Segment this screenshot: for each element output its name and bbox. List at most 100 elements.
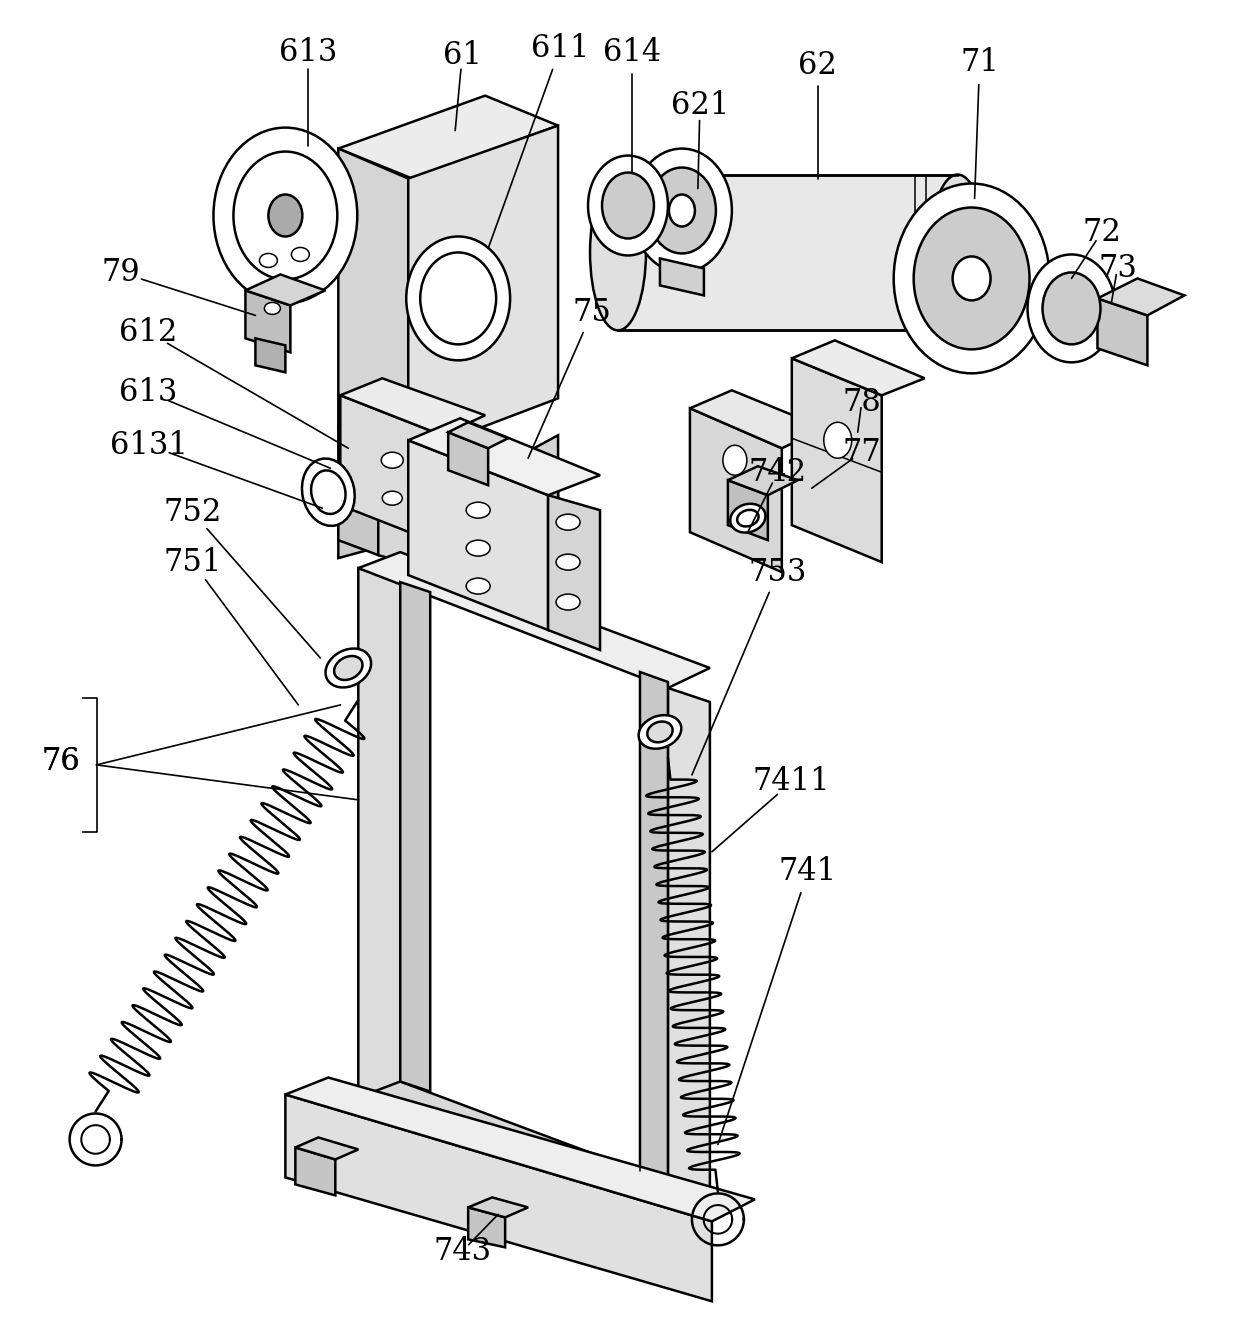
Polygon shape	[508, 436, 558, 572]
Ellipse shape	[556, 554, 580, 570]
Polygon shape	[295, 1138, 358, 1159]
Text: 612: 612	[119, 317, 177, 348]
Ellipse shape	[952, 256, 991, 301]
Polygon shape	[358, 568, 401, 1114]
Ellipse shape	[823, 422, 852, 458]
Ellipse shape	[556, 515, 580, 531]
Ellipse shape	[381, 453, 403, 469]
Polygon shape	[339, 95, 558, 178]
Text: 75: 75	[573, 297, 611, 327]
Text: 6131: 6131	[109, 430, 187, 461]
Text: 751: 751	[164, 546, 222, 578]
Ellipse shape	[723, 445, 746, 475]
Polygon shape	[408, 418, 600, 495]
Text: 79: 79	[102, 257, 140, 288]
Ellipse shape	[668, 194, 694, 227]
Ellipse shape	[556, 594, 580, 610]
Polygon shape	[469, 1197, 528, 1217]
Text: 72: 72	[1083, 216, 1121, 248]
Ellipse shape	[259, 253, 278, 268]
Polygon shape	[246, 290, 290, 352]
Polygon shape	[469, 1208, 505, 1247]
Text: 77: 77	[842, 437, 882, 467]
Text: 76: 76	[41, 746, 81, 777]
Polygon shape	[358, 1081, 709, 1197]
Polygon shape	[792, 358, 882, 562]
Polygon shape	[339, 425, 378, 556]
Ellipse shape	[603, 173, 653, 239]
Text: 78: 78	[842, 387, 882, 418]
Ellipse shape	[466, 502, 490, 519]
Text: 743: 743	[433, 1236, 491, 1267]
Ellipse shape	[588, 156, 668, 256]
Polygon shape	[378, 441, 425, 568]
Ellipse shape	[730, 504, 765, 532]
Polygon shape	[448, 432, 489, 486]
Text: 741: 741	[779, 857, 837, 887]
Polygon shape	[358, 552, 709, 688]
Ellipse shape	[420, 252, 496, 345]
Polygon shape	[689, 391, 825, 449]
Polygon shape	[728, 480, 768, 540]
Polygon shape	[255, 338, 285, 372]
Ellipse shape	[326, 648, 371, 688]
Polygon shape	[448, 422, 508, 449]
Polygon shape	[285, 1077, 755, 1221]
Polygon shape	[340, 379, 485, 436]
Polygon shape	[408, 441, 548, 630]
Ellipse shape	[268, 194, 303, 236]
Text: 611: 611	[531, 33, 589, 65]
Text: 753: 753	[749, 557, 807, 587]
Text: 61: 61	[443, 40, 481, 71]
Polygon shape	[408, 125, 558, 455]
Text: 613: 613	[279, 37, 337, 69]
Text: 613: 613	[119, 376, 177, 408]
Ellipse shape	[590, 174, 646, 330]
Ellipse shape	[737, 510, 759, 527]
Ellipse shape	[303, 458, 355, 525]
Polygon shape	[668, 688, 709, 1204]
Polygon shape	[618, 174, 957, 330]
Polygon shape	[1097, 298, 1147, 366]
Text: 73: 73	[1097, 253, 1137, 284]
Polygon shape	[1097, 279, 1184, 315]
Polygon shape	[792, 341, 925, 395]
Ellipse shape	[930, 174, 986, 330]
Polygon shape	[401, 582, 430, 1092]
Ellipse shape	[914, 207, 1029, 350]
Polygon shape	[246, 275, 325, 305]
Polygon shape	[689, 408, 781, 572]
Text: 614: 614	[603, 37, 661, 69]
Polygon shape	[340, 395, 443, 545]
Text: 76: 76	[41, 746, 81, 777]
Polygon shape	[285, 1094, 712, 1302]
Ellipse shape	[233, 152, 337, 280]
Polygon shape	[640, 672, 668, 1181]
Ellipse shape	[647, 722, 672, 742]
Ellipse shape	[466, 578, 490, 594]
Ellipse shape	[894, 183, 1049, 374]
Text: 7411: 7411	[753, 767, 831, 797]
Ellipse shape	[407, 236, 510, 360]
Ellipse shape	[334, 656, 362, 680]
Ellipse shape	[1028, 255, 1116, 362]
Text: 62: 62	[799, 50, 837, 81]
Ellipse shape	[291, 247, 309, 261]
Polygon shape	[660, 259, 704, 296]
Polygon shape	[339, 469, 558, 558]
Ellipse shape	[466, 540, 490, 556]
Text: 71: 71	[960, 48, 999, 78]
Polygon shape	[469, 449, 508, 572]
Ellipse shape	[264, 302, 280, 314]
Ellipse shape	[1043, 272, 1100, 345]
Ellipse shape	[632, 149, 732, 272]
Polygon shape	[548, 495, 600, 649]
Text: 742: 742	[749, 457, 807, 487]
Polygon shape	[295, 1147, 335, 1196]
Ellipse shape	[213, 128, 357, 304]
Ellipse shape	[311, 470, 346, 513]
Polygon shape	[728, 466, 797, 495]
Ellipse shape	[639, 715, 681, 748]
Ellipse shape	[649, 168, 715, 253]
Text: 752: 752	[164, 496, 222, 528]
